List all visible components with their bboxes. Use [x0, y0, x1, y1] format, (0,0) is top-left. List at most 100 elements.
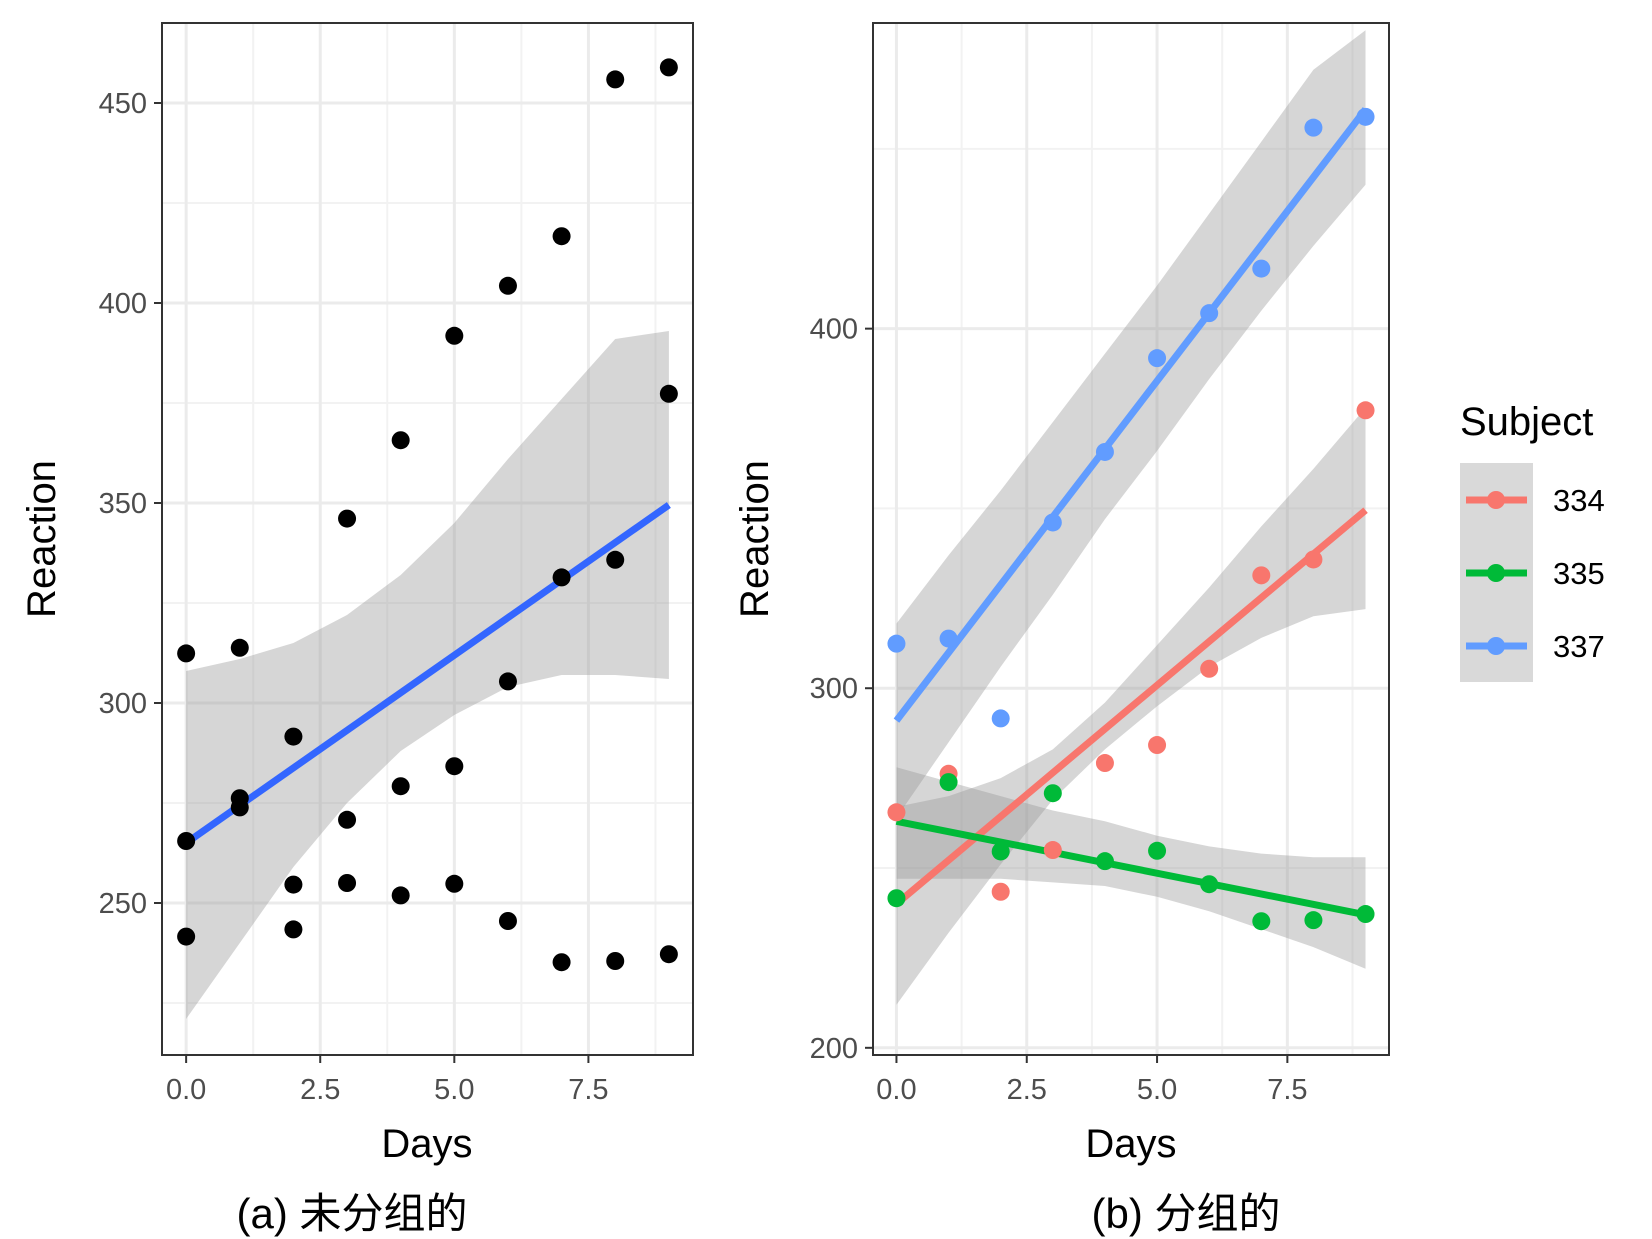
point-subject-334 [1252, 566, 1271, 585]
x-tick-label: 7.5 [568, 1074, 608, 1106]
legend-key-point-337 [1487, 637, 1505, 655]
y-tick-label: 250 [99, 888, 147, 920]
point-subject-334 [1304, 550, 1323, 569]
x-tick-label: 0.0 [166, 1074, 206, 1106]
panel-a-data-point [391, 777, 410, 796]
panel-a-data-point [606, 952, 625, 970]
point-subject-335 [1356, 905, 1375, 924]
panel-b-border [872, 22, 1390, 1056]
legend-label-334: 334 [1553, 483, 1605, 518]
point-subject-337 [1148, 349, 1167, 368]
panel-a-data-point [659, 384, 678, 403]
panel-b-y-axis-title: Reaction [733, 460, 777, 618]
panel-a-data-point [391, 886, 410, 905]
panel-b-points [887, 107, 1375, 931]
panel-a-points [177, 58, 678, 972]
panel-a-grid [162, 23, 693, 1055]
panel-a-caption: (a) 未分组的 [236, 1190, 467, 1237]
y-tick-label: 400 [810, 314, 858, 346]
point-subject-337 [887, 634, 906, 653]
x-tick-label: 5.0 [434, 1074, 474, 1106]
panel-a-data-point [445, 757, 464, 776]
panel-a-data-point [177, 644, 196, 663]
panel-a-data-point [284, 727, 303, 746]
point-subject-337 [991, 709, 1010, 728]
panel-a-data-point [659, 945, 678, 964]
x-tick-label: 2.5 [1007, 1074, 1047, 1106]
panel-a-data-point [445, 874, 464, 893]
legend-key-point-334 [1487, 491, 1505, 509]
x-tick-label: 5.0 [1137, 1074, 1177, 1106]
point-subject-337 [1095, 442, 1114, 461]
panel-a-data-point [177, 832, 196, 850]
y-tick-label: 450 [99, 88, 147, 120]
panel-a-data-point [445, 326, 464, 345]
point-subject-335 [1200, 875, 1219, 894]
panel-b-x-axis-title: Days [1085, 1122, 1176, 1166]
point-subject-335 [1148, 841, 1167, 860]
panel-a-data-point [498, 672, 517, 691]
panel-a-data-point [552, 227, 571, 246]
panel-b-caption: (b) 分组的 [1091, 1190, 1280, 1237]
point-subject-337 [1200, 304, 1219, 323]
panel-b-fit-group [893, 107, 1369, 919]
panel-a-border [161, 22, 694, 1056]
point-subject-335 [1304, 911, 1323, 930]
point-subject-337 [1356, 107, 1375, 126]
point-subject-334 [1095, 754, 1114, 773]
panel-b-ticks: 0.0 2.5 5.0 7.5 200 300 400 [810, 314, 1308, 1106]
panel-a-data-point [338, 509, 357, 528]
fit-line-subject-335 [895, 817, 1367, 919]
legend: Subject 334 335 337 [1460, 400, 1605, 682]
panel-b-grid [873, 23, 1389, 1055]
legend-label-337: 337 [1553, 629, 1605, 664]
panel-a-data-point [338, 810, 357, 829]
panel-b: 0.0 2.5 5.0 7.5 200 300 400 Days Reaction (b) … [733, 22, 1390, 1237]
panel-a-regression-line [184, 502, 671, 846]
panel-a-ticks: 0.0 2.5 5.0 7.5 250 300 350 400 450 [99, 88, 609, 1106]
panel-a-data-point [659, 58, 678, 77]
point-subject-337 [1252, 259, 1271, 278]
fit-line-subject-337 [893, 107, 1369, 723]
panel-a-data-point [498, 912, 517, 930]
y-tick-label: 400 [99, 288, 147, 320]
panel-a-data-point [391, 431, 410, 450]
panel-a-data-point [606, 70, 625, 89]
legend-key-point-335 [1487, 564, 1505, 582]
panel-a-fit-group [184, 502, 671, 846]
panel-a: 0.0 2.5 5.0 7.5 250 300 350 400 450 Days Reactio… [20, 22, 694, 1237]
panel-a-data-point [338, 874, 357, 892]
point-subject-335 [1095, 852, 1114, 871]
panel-a-data-point [230, 638, 249, 657]
panel-a-data-point [177, 927, 196, 946]
panel-a-data-point [552, 568, 571, 587]
legend-label-335: 335 [1553, 556, 1605, 591]
legend-items: 334 335 337 [1466, 483, 1605, 664]
point-subject-334 [1200, 659, 1219, 678]
ribbon-subject-337 [896, 30, 1366, 818]
legend-title: Subject [1460, 400, 1593, 444]
x-tick-label: 0.0 [876, 1074, 916, 1106]
point-subject-334 [1356, 401, 1375, 420]
point-subject-337 [1043, 513, 1062, 532]
point-subject-334 [1148, 736, 1167, 755]
panel-a-data-point [284, 920, 303, 939]
y-tick-label: 200 [810, 1033, 858, 1065]
panel-a-y-axis-title: Reaction [20, 460, 64, 618]
y-tick-label: 300 [810, 673, 858, 705]
y-tick-label: 300 [99, 688, 147, 720]
point-subject-335 [939, 773, 958, 792]
point-subject-337 [1304, 118, 1323, 137]
panel-a-data-point [552, 953, 571, 972]
point-subject-335 [887, 889, 906, 908]
x-tick-label: 7.5 [1267, 1074, 1307, 1106]
panel-a-data-point [498, 276, 517, 295]
x-tick-label: 2.5 [300, 1074, 340, 1106]
point-subject-335 [1043, 784, 1062, 803]
panel-a-data-point [230, 798, 249, 817]
panel-a-data-point [284, 875, 303, 894]
point-subject-337 [939, 629, 958, 648]
point-subject-335 [1252, 912, 1271, 931]
panel-a-data-point [606, 550, 625, 569]
